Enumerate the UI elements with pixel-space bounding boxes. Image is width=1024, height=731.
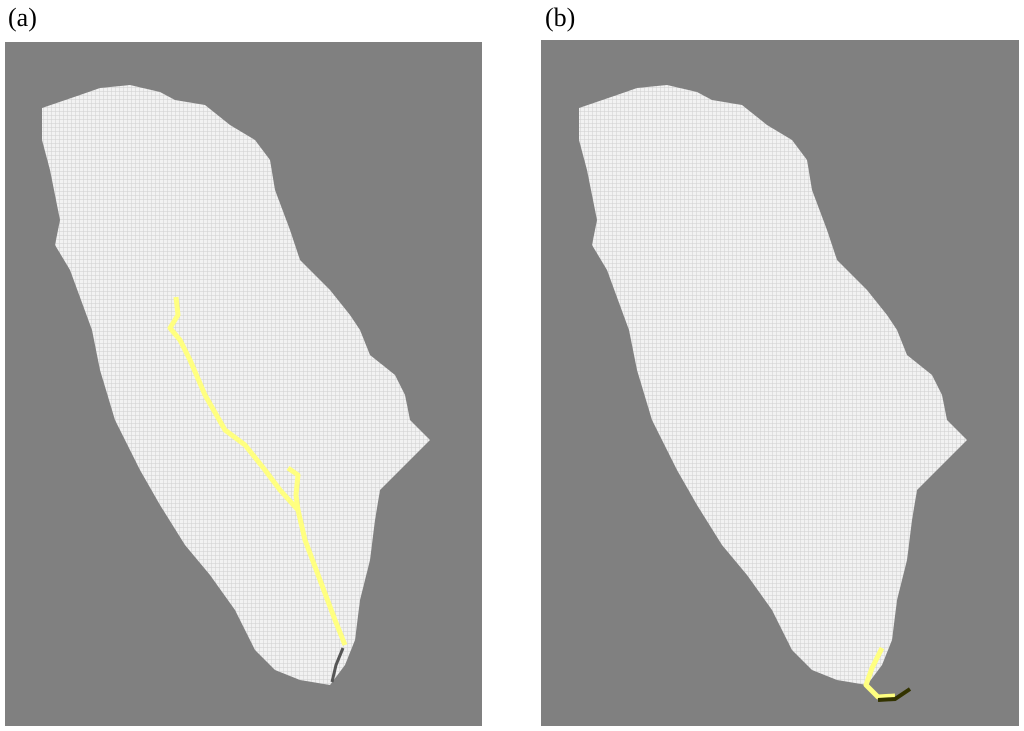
river (167, 296, 348, 646)
panel-label: (a) (8, 3, 37, 32)
outlet (877, 687, 912, 702)
panel-b (541, 40, 1019, 726)
river-branch (286, 465, 301, 511)
panel-a (5, 42, 482, 726)
outlet (330, 647, 345, 683)
panel-label: (b) (545, 3, 575, 32)
river (863, 646, 896, 700)
